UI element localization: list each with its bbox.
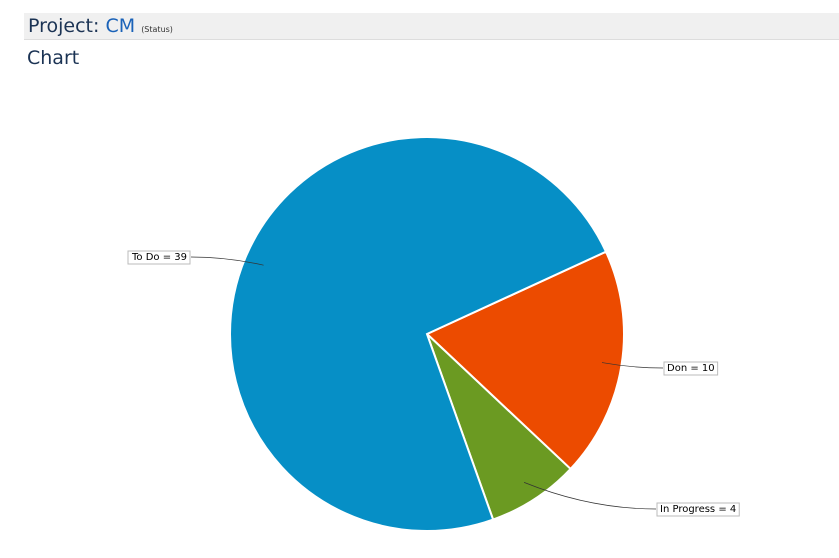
data-label: In Progress = 4 — [660, 504, 736, 515]
data-label: Don = 10 — [667, 363, 715, 374]
project-link[interactable]: CM — [105, 15, 136, 37]
data-label: To Do = 39 — [131, 252, 187, 263]
label-box — [663, 361, 719, 376]
leader-line — [601, 362, 664, 369]
header-bar: Project: CM (Status) — [24, 13, 839, 40]
status-note: (Status) — [141, 25, 173, 34]
section-title: Chart — [27, 47, 80, 69]
header-title: Project: CM (Status) — [28, 15, 173, 37]
pie-slice — [229, 136, 608, 532]
label-box — [656, 502, 740, 517]
label-box — [127, 250, 191, 265]
leader-line — [523, 482, 657, 510]
title-label: Project: — [28, 15, 100, 37]
leader-line — [190, 256, 264, 266]
